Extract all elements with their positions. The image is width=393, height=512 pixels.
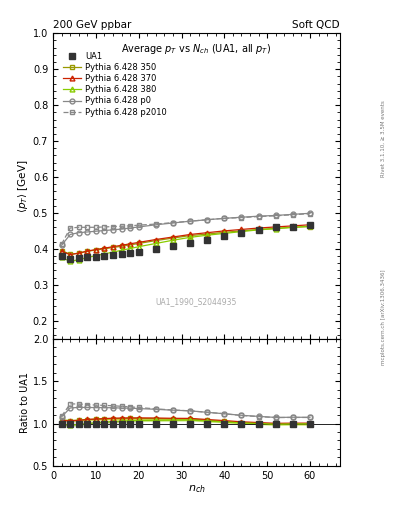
Text: Average $p_T$ vs $N_{ch}$ (UA1, all $p_T$): Average $p_T$ vs $N_{ch}$ (UA1, all $p_T… — [121, 42, 272, 56]
Y-axis label: $\langle p_T \rangle$ [GeV]: $\langle p_T \rangle$ [GeV] — [16, 159, 30, 212]
Text: 200 GeV ppbar: 200 GeV ppbar — [53, 20, 131, 30]
Text: mcplots.cern.ch [arXiv:1306.3436]: mcplots.cern.ch [arXiv:1306.3436] — [381, 270, 386, 365]
Y-axis label: Ratio to UA1: Ratio to UA1 — [20, 372, 30, 433]
X-axis label: $n_{ch}$: $n_{ch}$ — [187, 483, 206, 495]
Text: Soft QCD: Soft QCD — [292, 20, 340, 30]
Text: UA1_1990_S2044935: UA1_1990_S2044935 — [156, 297, 237, 307]
Legend: UA1, Pythia 6.428 350, Pythia 6.428 370, Pythia 6.428 380, Pythia 6.428 p0, Pyth: UA1, Pythia 6.428 350, Pythia 6.428 370,… — [60, 50, 169, 119]
Text: Rivet 3.1.10, ≥ 3.5M events: Rivet 3.1.10, ≥ 3.5M events — [381, 100, 386, 177]
